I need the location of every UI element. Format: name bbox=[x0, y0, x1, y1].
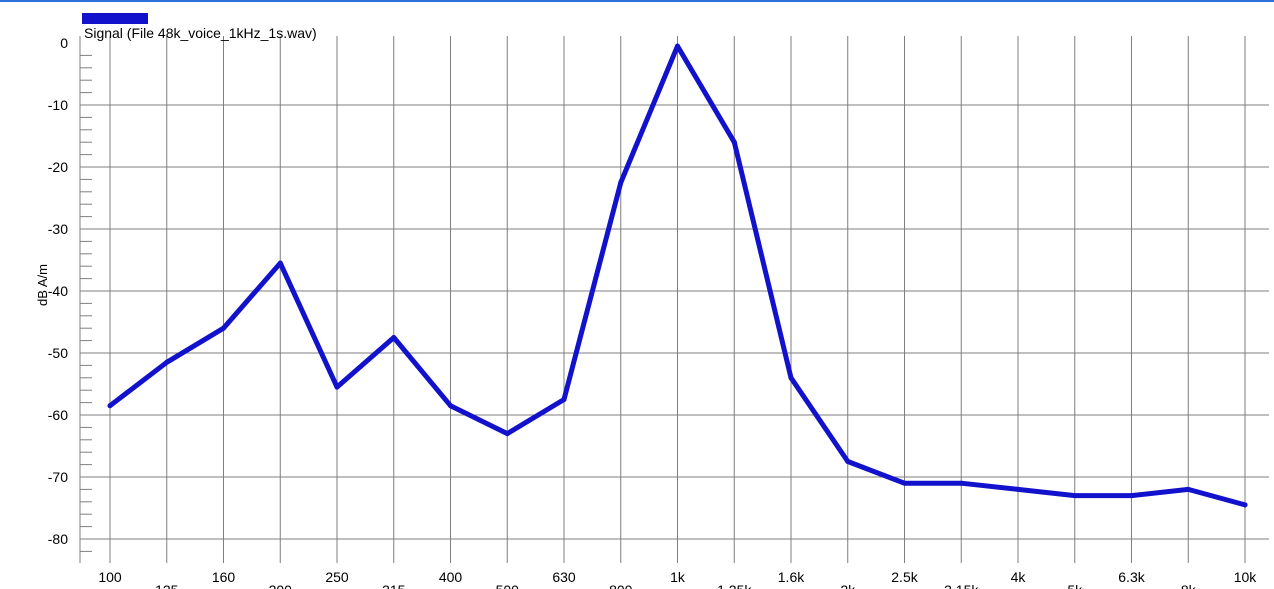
x-tick-label: 2.5k bbox=[891, 569, 918, 585]
x-tick-label: 5k bbox=[1067, 582, 1083, 589]
data-point bbox=[618, 180, 624, 185]
y-minor-ticks bbox=[80, 54, 92, 552]
x-tick-labels: 100 125 160 200 250 315 400 500 630 800 1k 1.25k 1.6… bbox=[98, 569, 1257, 589]
x-tick-label: 160 bbox=[212, 569, 236, 585]
y-tick-label: -60 bbox=[48, 407, 68, 423]
data-point bbox=[902, 480, 907, 486]
data-point bbox=[221, 325, 226, 331]
data-point bbox=[845, 459, 851, 464]
legend: Signal (File 48k_voice_1kHz_1s.wav) bbox=[82, 13, 317, 41]
x-tick-label: 800 bbox=[609, 582, 633, 589]
y-tick-labels: 0 -10 -20 -30 -40 -50 -60 -70 -80 bbox=[48, 35, 68, 547]
x-tick-label: 125 bbox=[155, 582, 179, 589]
x-tick-label: 315 bbox=[382, 582, 406, 589]
data-point bbox=[1129, 493, 1134, 499]
y-tick-label: -30 bbox=[48, 221, 68, 237]
y-tick-label: -10 bbox=[48, 97, 68, 113]
x-tick-label: 2k bbox=[840, 582, 856, 589]
x-tick-label: 1k bbox=[670, 569, 686, 585]
grid bbox=[79, 36, 1269, 563]
data-point bbox=[1185, 486, 1191, 492]
data-point bbox=[958, 480, 964, 486]
legend-swatch bbox=[82, 13, 148, 24]
data-point bbox=[675, 43, 680, 49]
x-tick-label: 100 bbox=[98, 569, 122, 585]
data-point bbox=[731, 139, 737, 145]
y-tick-label: 0 bbox=[60, 35, 68, 51]
x-tick-label: 1.25k bbox=[717, 582, 752, 589]
x-tick-label: 630 bbox=[552, 569, 576, 585]
y-tick-label: -80 bbox=[48, 531, 68, 547]
x-tick-label: 400 bbox=[439, 569, 463, 585]
data-point bbox=[107, 403, 113, 409]
data-point bbox=[391, 335, 397, 340]
legend-label: Signal (File 48k_voice_1kHz_1s.wav) bbox=[84, 25, 317, 41]
data-point bbox=[164, 359, 170, 365]
y-tick-label: -20 bbox=[48, 159, 68, 175]
data-point bbox=[448, 403, 453, 409]
x-tick-label: 10k bbox=[1234, 569, 1258, 585]
data-point bbox=[788, 375, 794, 381]
data-point bbox=[504, 431, 510, 437]
x-tick-label: 8k bbox=[1181, 582, 1197, 589]
x-tick-label: 500 bbox=[496, 582, 520, 589]
x-tick-label: 6.3k bbox=[1118, 569, 1145, 585]
data-point bbox=[561, 397, 567, 402]
data-point bbox=[277, 260, 283, 266]
data-point bbox=[1242, 502, 1248, 508]
x-tick-label: 200 bbox=[269, 582, 293, 589]
y-tick-label: -50 bbox=[48, 345, 68, 361]
x-tick-label: 4k bbox=[1011, 569, 1027, 585]
data-point bbox=[334, 384, 340, 390]
series-layer bbox=[107, 43, 1248, 508]
data-point bbox=[1072, 493, 1078, 499]
y-axis-label: dB A/m bbox=[35, 264, 50, 306]
y-tick-label: -40 bbox=[48, 283, 68, 299]
y-tick-label: -70 bbox=[48, 469, 68, 485]
x-tick-label: 250 bbox=[325, 569, 349, 585]
data-point bbox=[1015, 486, 1021, 492]
x-tick-label: 1.6k bbox=[778, 569, 805, 585]
x-tick-label: 3.15k bbox=[944, 582, 979, 589]
